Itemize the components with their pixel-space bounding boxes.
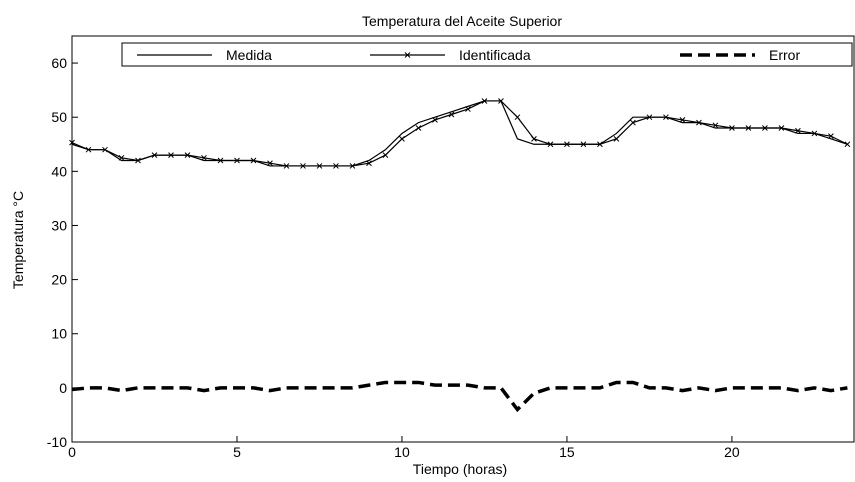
y-tick-label: 30 bbox=[51, 217, 67, 233]
series-line bbox=[71, 100, 848, 167]
marker bbox=[778, 125, 785, 131]
x-tick-label: 15 bbox=[559, 444, 575, 460]
marker bbox=[267, 160, 273, 167]
marker bbox=[828, 133, 834, 140]
y-tick-label: 40 bbox=[51, 163, 67, 179]
marker bbox=[201, 154, 207, 161]
marker bbox=[580, 141, 587, 148]
marker bbox=[333, 163, 339, 169]
y-tick-label: 60 bbox=[51, 55, 67, 71]
marker bbox=[514, 114, 521, 121]
marker bbox=[729, 125, 735, 131]
y-tick-label: 10 bbox=[51, 326, 67, 342]
marker bbox=[745, 125, 752, 131]
x-axis-label: Tiempo (horas) bbox=[413, 461, 507, 477]
marker bbox=[613, 135, 620, 142]
marker bbox=[646, 114, 653, 121]
y-tick-label: 50 bbox=[51, 109, 67, 125]
x-tick-label: 5 bbox=[233, 444, 241, 460]
legend-label: Error bbox=[769, 47, 800, 63]
x-tick-label: 20 bbox=[724, 444, 740, 460]
marker bbox=[217, 157, 224, 164]
marker bbox=[531, 135, 537, 142]
marker bbox=[696, 119, 702, 126]
legend-label: Identificada bbox=[459, 47, 531, 63]
marker bbox=[168, 152, 174, 158]
marker bbox=[811, 130, 818, 137]
series-line bbox=[71, 380, 848, 413]
marker bbox=[465, 106, 471, 112]
marker bbox=[85, 146, 92, 153]
legend bbox=[121, 42, 853, 67]
marker bbox=[663, 114, 669, 121]
marker bbox=[250, 157, 257, 164]
marker bbox=[118, 154, 125, 161]
marker bbox=[795, 127, 801, 134]
series-line bbox=[71, 100, 848, 167]
y-tick-label: -10 bbox=[47, 434, 67, 450]
marker bbox=[349, 163, 356, 169]
marker bbox=[151, 152, 158, 158]
marker bbox=[679, 117, 686, 123]
marker bbox=[404, 52, 411, 58]
marker bbox=[382, 152, 389, 158]
marker bbox=[448, 111, 455, 118]
marker bbox=[316, 163, 323, 169]
marker bbox=[481, 98, 488, 104]
marker bbox=[432, 117, 438, 123]
marker bbox=[283, 163, 290, 169]
marker bbox=[300, 163, 306, 169]
marker bbox=[135, 157, 141, 164]
marker bbox=[547, 141, 554, 148]
marker bbox=[712, 122, 719, 129]
marker bbox=[184, 152, 191, 158]
legend-label: Medida bbox=[226, 47, 272, 63]
plot-area bbox=[71, 35, 855, 443]
x-tick-label: 10 bbox=[394, 444, 410, 460]
y-tick-label: 0 bbox=[59, 380, 67, 396]
marker bbox=[630, 119, 636, 126]
y-axis-label: Temperatura °C bbox=[10, 191, 26, 289]
marker bbox=[415, 125, 422, 131]
marker bbox=[102, 146, 108, 153]
marker bbox=[498, 98, 504, 104]
marker bbox=[234, 157, 240, 164]
marker bbox=[399, 135, 405, 142]
chart-title: Temperatura del Aceite Superior bbox=[362, 13, 562, 29]
marker bbox=[564, 141, 570, 148]
marker bbox=[844, 141, 851, 148]
x-tick-label: 0 bbox=[68, 444, 76, 460]
marker bbox=[69, 139, 75, 146]
marker bbox=[597, 141, 603, 148]
marker bbox=[762, 125, 768, 131]
marker bbox=[366, 160, 372, 167]
y-tick-label: 20 bbox=[51, 272, 67, 288]
